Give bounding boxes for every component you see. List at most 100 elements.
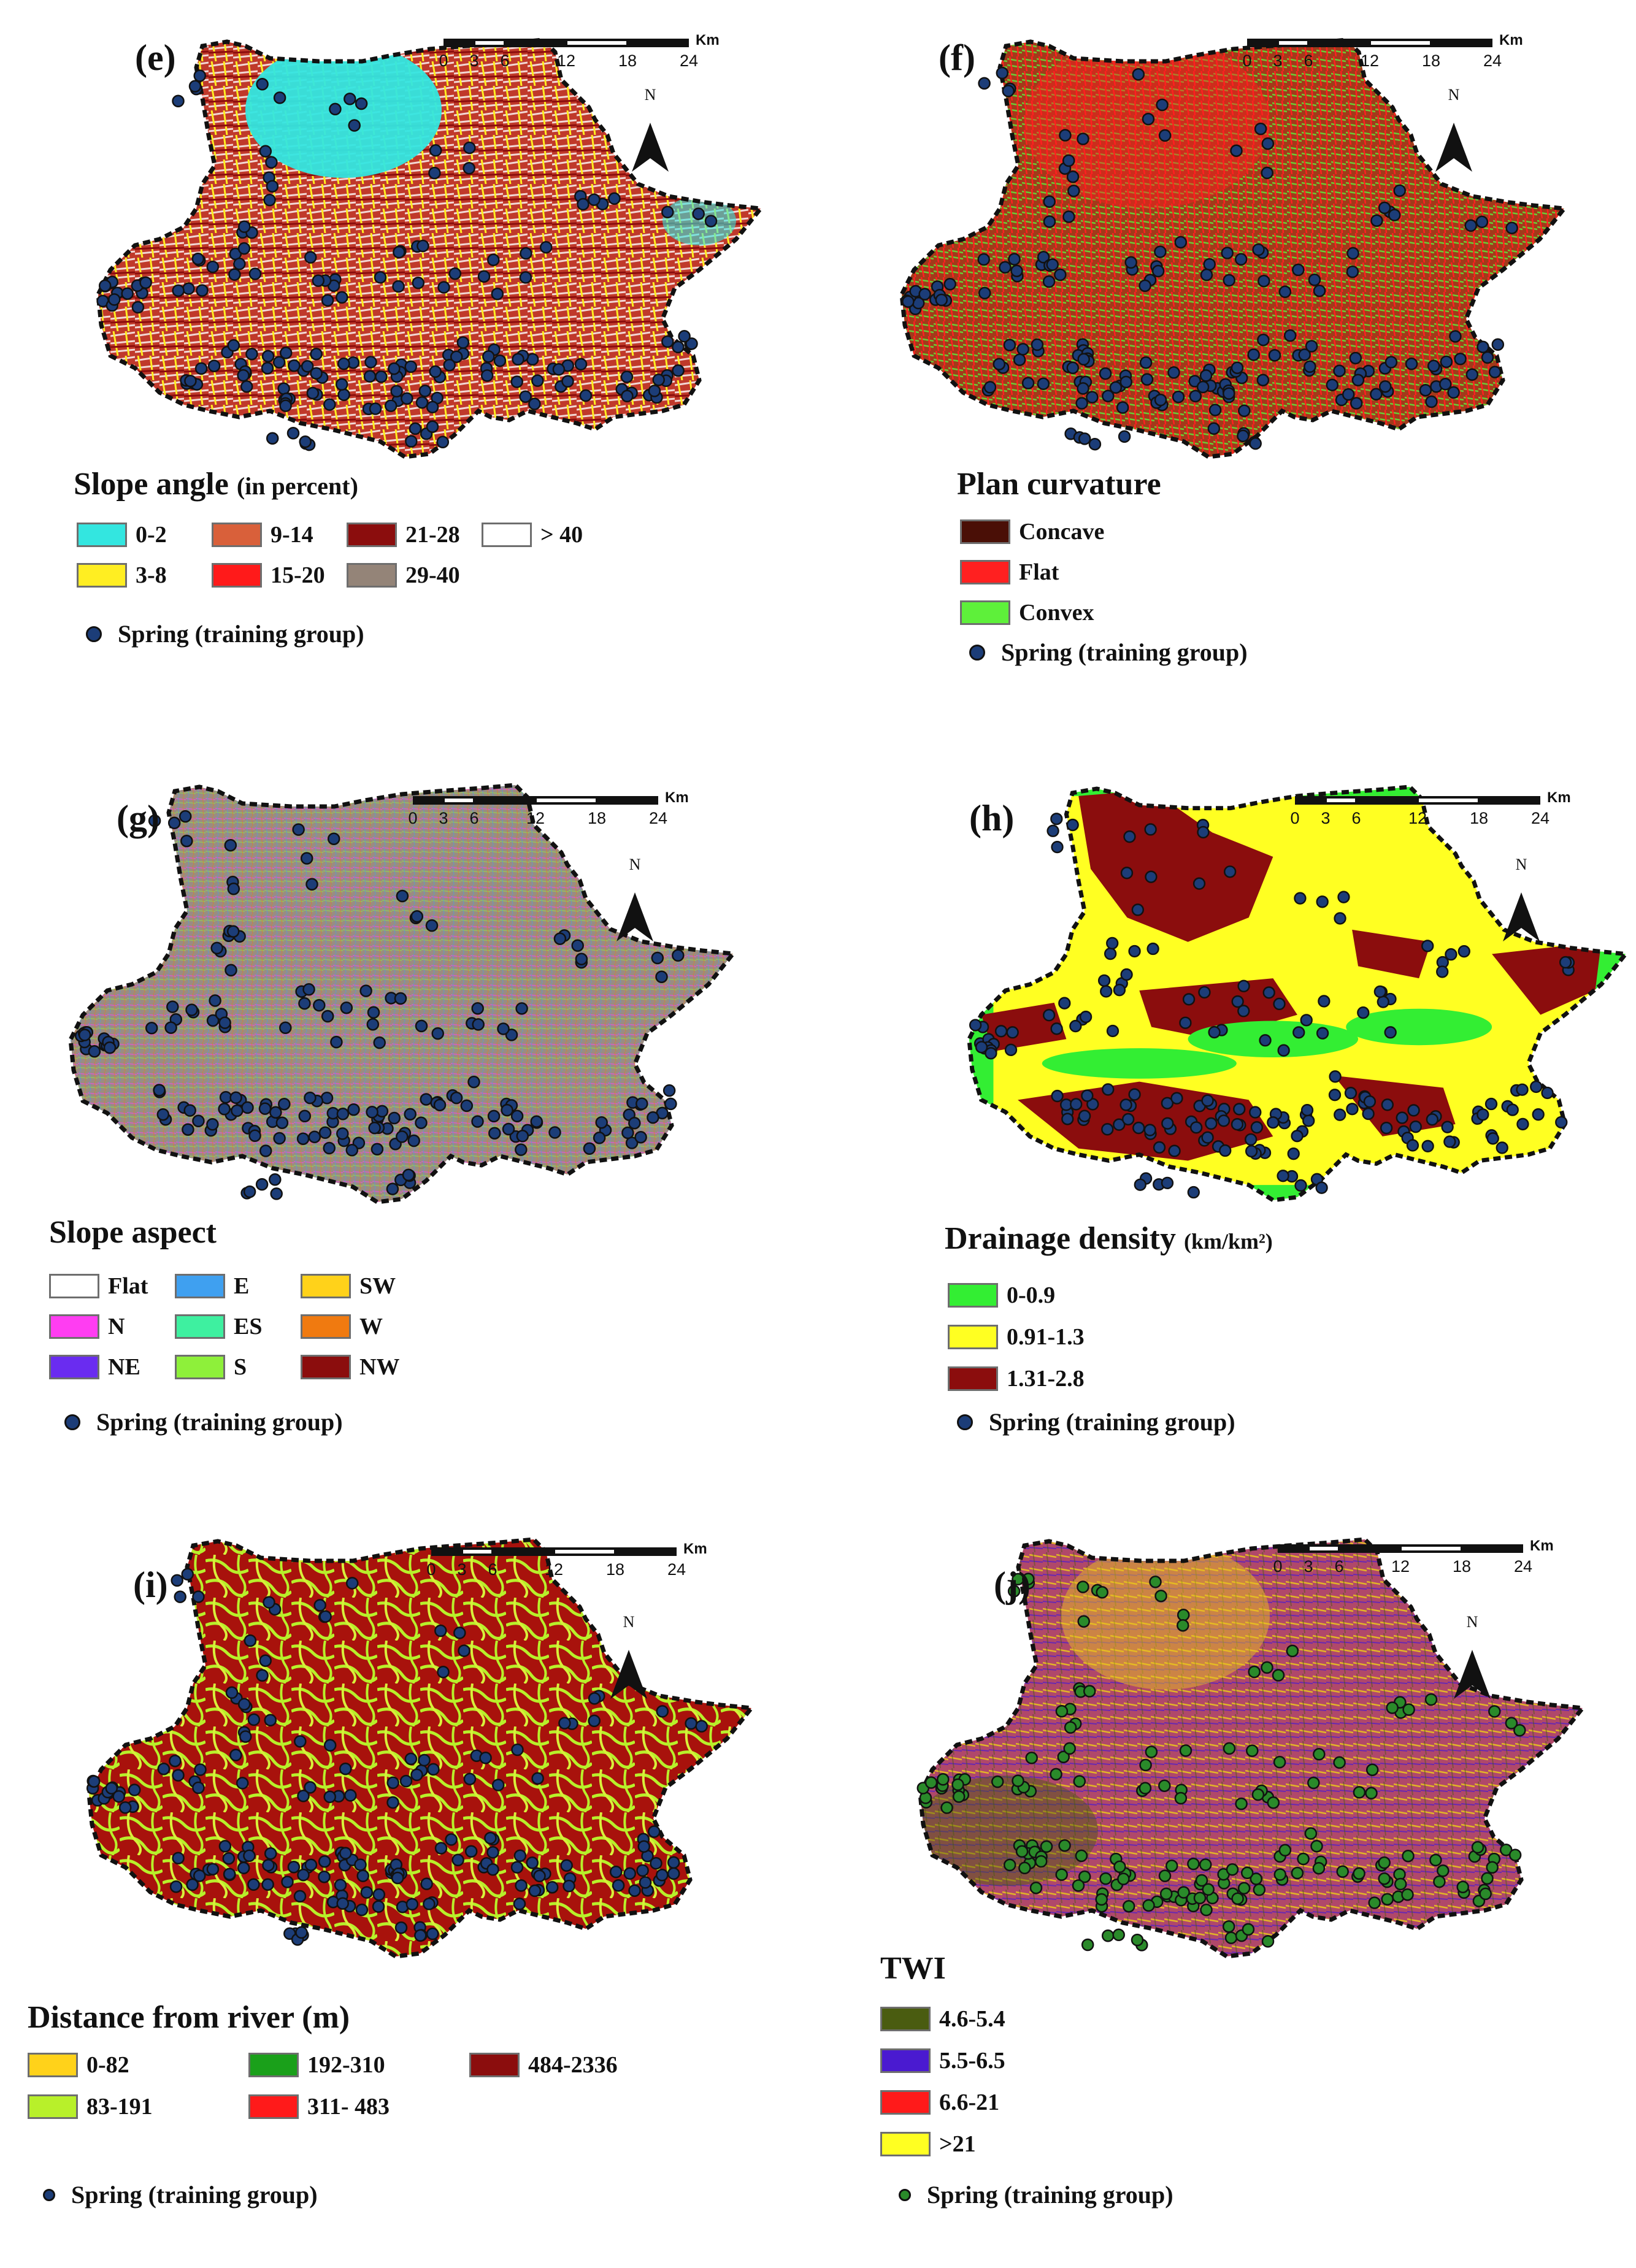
spring-point: [1381, 1098, 1394, 1111]
spring-point: [248, 267, 262, 280]
spring-point: [336, 291, 348, 304]
spring-point: [1117, 1872, 1130, 1885]
legend-label: 4.6-5.4: [939, 2006, 1005, 2032]
scale-tick-label: 0: [408, 809, 418, 827]
spring-point: [336, 1127, 349, 1140]
spring-point: [410, 1768, 423, 1782]
spring-point: [305, 878, 318, 891]
spring-point: [394, 1921, 408, 1934]
spring-point: [1240, 1866, 1254, 1880]
spring-point: [298, 1109, 312, 1123]
spring-point: [1365, 1763, 1379, 1776]
spring-point: [1304, 1827, 1318, 1840]
spring-point: [1464, 219, 1477, 232]
north-arrow: N: [1497, 856, 1546, 941]
spring-point: [453, 1626, 466, 1639]
spring-point: [417, 239, 429, 253]
spring-point: [1070, 1098, 1083, 1111]
spring-point: [128, 1783, 141, 1796]
spring-point: [1132, 67, 1145, 81]
spring-point: [526, 1856, 539, 1869]
spring-point: [1149, 1576, 1162, 1588]
legend-swatch: [301, 1274, 351, 1298]
spring-point: [191, 252, 205, 266]
spring-point: [1199, 369, 1213, 382]
spring-point: [1034, 1855, 1048, 1868]
spring-point: [969, 1019, 982, 1032]
legend-swatch: [948, 1366, 998, 1391]
spring-point: [355, 97, 368, 110]
scale-tick-label: 12: [556, 52, 576, 70]
spring-point: [1086, 391, 1099, 404]
legend-label: 5.5-6.5: [939, 2048, 1005, 2074]
spring-point: [1484, 1097, 1498, 1111]
spring-point: [560, 1859, 573, 1872]
spring-point: [265, 156, 278, 169]
north-label: N: [1515, 856, 1527, 873]
spring-point: [420, 1093, 432, 1106]
scale-tick-label: 24: [1483, 52, 1502, 70]
spring-point: [695, 1720, 708, 1733]
scale-tick-label: 18: [605, 1560, 625, 1579]
spring-point: [224, 838, 237, 852]
spring-point: [1179, 1744, 1192, 1757]
spring-point: [297, 1868, 310, 1882]
spring-point: [1193, 1891, 1207, 1904]
legend-title: Distance from river (m): [28, 2000, 350, 2035]
spring-icon: [86, 626, 102, 642]
spring-point: [1042, 1009, 1056, 1022]
spring-point: [239, 1730, 252, 1743]
spring-point: [458, 1644, 470, 1657]
spring-point: [1362, 1107, 1375, 1121]
spring-point: [1018, 1861, 1031, 1875]
spring-point: [1197, 826, 1210, 839]
spring-point: [1003, 1858, 1016, 1872]
spring-point: [194, 1763, 207, 1776]
scale-tick-label: 12: [526, 809, 545, 827]
spring-point: [1047, 824, 1059, 837]
scale-unit: Km: [696, 32, 720, 48]
spring-point: [1300, 1103, 1314, 1117]
spring-point: [426, 1927, 439, 1940]
spring-point: [1142, 112, 1155, 126]
spring-point: [247, 1878, 260, 1891]
spring-point: [429, 365, 442, 378]
spring-point: [1456, 1880, 1469, 1893]
spring-point: [390, 385, 403, 398]
spring-point: [228, 268, 241, 281]
spring-point: [344, 93, 356, 105]
spring-point: [623, 1867, 636, 1880]
spring-point: [545, 1880, 559, 1894]
north-label: N: [1448, 86, 1460, 104]
spring-point: [1291, 1866, 1304, 1880]
spring-point: [1277, 1170, 1289, 1182]
spring-point: [1516, 1117, 1529, 1131]
spring-point: [164, 1021, 177, 1034]
spring-point: [1273, 1755, 1286, 1769]
spring-point: [1272, 1669, 1285, 1682]
spring-point: [1342, 388, 1355, 401]
spring-point: [166, 1000, 179, 1013]
spring-point: [1066, 361, 1080, 375]
spring-point: [1116, 401, 1129, 414]
spring-points: [900, 66, 1518, 451]
spring-point: [609, 1865, 623, 1879]
spring-point: [647, 1111, 659, 1124]
spring-point: [427, 1763, 440, 1776]
spring-point: [1353, 1786, 1366, 1799]
spring-point: [1054, 268, 1067, 282]
spring-point: [425, 919, 439, 932]
spring-point: [510, 1109, 524, 1123]
spring-point: [196, 284, 209, 297]
spring-point: [1427, 359, 1440, 373]
spring-point: [1249, 437, 1262, 450]
spring-point: [1088, 437, 1102, 451]
spring-point: [244, 1634, 257, 1647]
spring-point: [484, 1831, 497, 1845]
spring-point: [172, 1852, 185, 1864]
spring-point: [1231, 995, 1244, 1008]
scale-tick-label: 24: [1530, 809, 1550, 827]
spring-point: [1208, 404, 1222, 416]
spring-point: [672, 340, 685, 354]
spring-point: [515, 1879, 528, 1892]
